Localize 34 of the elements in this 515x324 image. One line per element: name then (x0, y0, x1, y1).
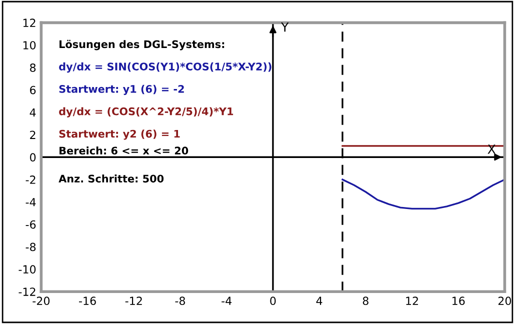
x-tick-label: -12 (125, 296, 142, 305)
annotation: Anz. Schritte: 500 (58, 174, 164, 183)
y-tick-label: -12 (18, 288, 36, 296)
y-tick-label: 10 (23, 41, 36, 50)
annotation: Startwert: y2 (6) = 1 (59, 130, 180, 140)
ref-line-label: Y (281, 22, 289, 32)
x-tick-label: 4 (316, 296, 322, 305)
ref-line-label: X (488, 144, 496, 154)
y-tick-label: -2 (26, 176, 36, 184)
x-tick-label: 0 (270, 296, 276, 306)
x-tick-label: 16 (452, 296, 465, 306)
x-tick-label: 20 (498, 296, 512, 306)
y-tick-label: -4 (26, 198, 36, 206)
annotation: Lösungen des DGL-Systems: (60, 40, 224, 50)
x-tick-label: -16 (79, 296, 96, 306)
y-tick-label: 2 (30, 130, 36, 139)
x-tick-label: -20 (32, 296, 50, 306)
y-tick-label: -8 (26, 242, 36, 252)
x-tick-label: 8 (362, 296, 368, 306)
annotation: dy/dx = SIN(COS(Y1)*COS(1/5*X-Y2)) (59, 62, 272, 73)
y-tick-label: 12 (23, 18, 36, 27)
x-tick-label: -4 (222, 296, 232, 305)
x-tick-label: -8 (175, 296, 186, 306)
y-tick-label: -10 (18, 265, 36, 274)
annotation: dy/dx = (COS(X^2-Y2/5)/4)*Y1 (59, 107, 234, 118)
line-series (342, 178, 505, 210)
y-tick-label: 6 (30, 86, 36, 94)
y-tick-label: -6 (26, 220, 36, 229)
y-tick-label: 0 (30, 153, 36, 162)
annotation: Startwert: y1 (6) = -2 (59, 84, 184, 95)
y-tick-label: 4 (30, 108, 36, 117)
x-tick-label: 12 (406, 296, 418, 305)
annotation: Bereich: 6 <= x <= 20 (60, 146, 188, 155)
y-tick-label: 8 (30, 63, 36, 72)
